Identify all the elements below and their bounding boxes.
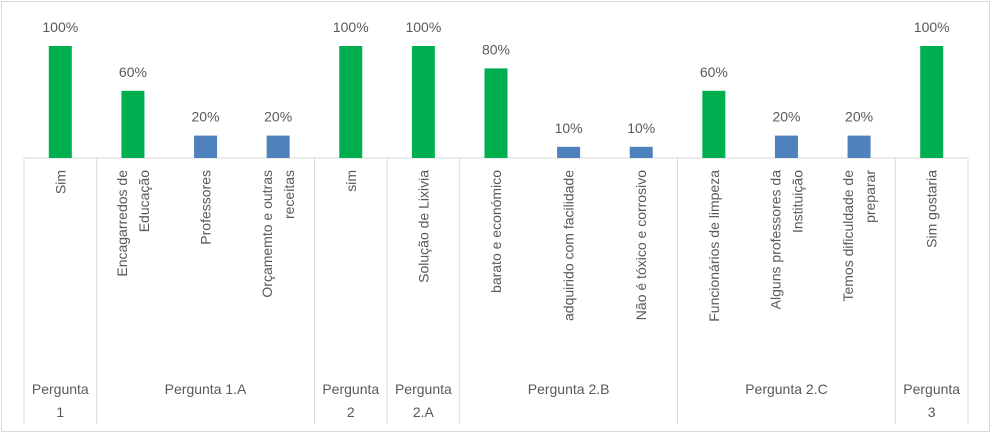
category-label: Sim [52,170,68,194]
bar [266,135,290,158]
group-label: 1 [56,404,64,420]
bar [411,46,435,158]
bar [339,46,363,158]
bar [629,146,653,158]
category-label: Não é tóxico e corrosivo [633,170,649,320]
data-label: 20% [192,109,220,125]
data-label: 10% [627,120,655,136]
group-label: 2 [347,404,355,420]
data-label: 100% [405,19,441,35]
bar [48,46,72,158]
data-label: 10% [555,120,583,136]
data-label: 60% [700,64,728,80]
category-label: adquirido com facilidade [561,170,577,321]
bar [121,90,145,158]
category-label: receitas [281,170,297,219]
group-label: Pergunta [395,381,452,397]
group-label: Pergunta 1.A [165,381,247,397]
data-label: 60% [119,64,147,80]
category-label: Encagarredos de [114,170,130,277]
group-label: Pergunta 2.B [528,381,610,397]
group-label: Pergunta [903,381,960,397]
bar [557,146,581,158]
category-label: Temos dificuldade de [840,170,856,302]
category-label: Orçamemto e outras [259,170,275,298]
group-label: Pergunta 2.C [745,381,828,397]
bar [484,68,508,158]
category-label: Funcionários de limpeza [706,170,722,322]
group-label: Pergunta [32,381,89,397]
data-label: 20% [772,109,800,125]
category-label: Professores [198,170,214,245]
group-label: 3 [928,404,936,420]
data-label: 100% [333,19,369,35]
data-label: 20% [845,109,873,125]
bar [194,135,218,158]
category-label: Alguns professores da [767,170,783,310]
category-label: Educação [136,170,152,232]
category-label: sim [343,170,359,192]
data-label: 100% [914,19,950,35]
category-label: preparar [862,170,878,223]
data-label: 80% [482,41,510,57]
bar [847,135,871,158]
bar [774,135,798,158]
data-label: 100% [42,19,78,35]
data-label: 20% [264,109,292,125]
category-label: Solução de Lixivia [415,170,431,283]
group-label: 2.A [413,404,435,420]
bar [702,90,726,158]
bar [920,46,944,158]
category-label: Sim gostaria [924,170,940,248]
category-label: Instituição [789,170,805,233]
category-label: barato e económico [488,170,504,293]
group-label: Pergunta [322,381,379,397]
